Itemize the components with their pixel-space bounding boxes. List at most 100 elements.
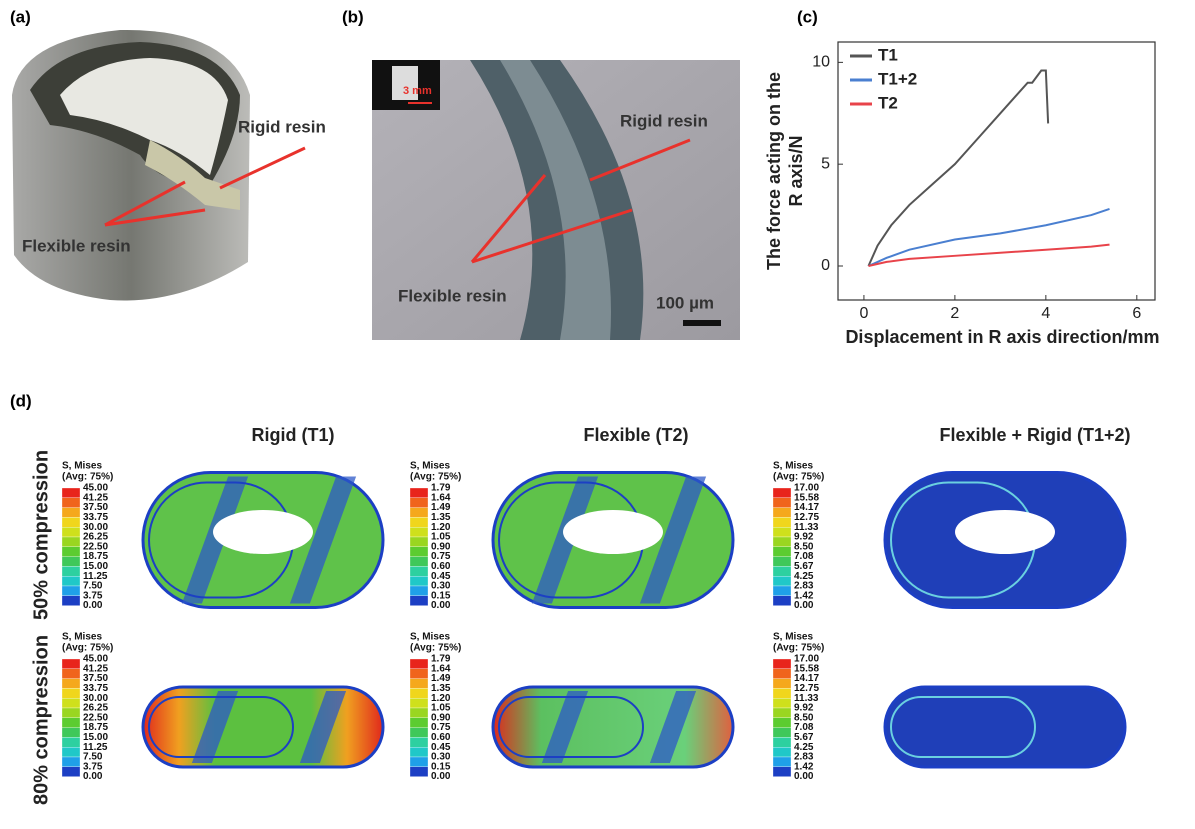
panel-label: (a) <box>10 7 31 26</box>
colorbar-band <box>62 737 80 747</box>
colorbar-band <box>410 488 428 498</box>
colorbar-band <box>410 498 428 508</box>
x-tick-label: 6 <box>1132 305 1141 322</box>
legend-title: S, Mises <box>62 632 102 643</box>
colorbar-band <box>62 537 80 547</box>
scale-bar <box>683 320 721 326</box>
colorbar-band <box>62 557 80 567</box>
column-title: Flexible (T2) <box>583 425 688 445</box>
colorbar-band <box>62 517 80 527</box>
panel-label: (d) <box>10 391 32 410</box>
x-tick-label: 4 <box>1041 305 1050 322</box>
colorbar-band <box>773 488 791 498</box>
y-axis-label: R axis/N <box>786 135 806 206</box>
legend-label: T1 <box>878 45 898 64</box>
annotation: Rigid resin <box>620 111 708 130</box>
colorbar-band <box>773 737 791 747</box>
legend-title: S, Mises <box>410 632 450 643</box>
colorbar-band <box>410 547 428 557</box>
colorbar-band <box>410 708 428 718</box>
series-line <box>868 209 1109 266</box>
panel-label: (b) <box>342 7 364 26</box>
colorbar-label: 0.00 <box>83 600 103 611</box>
row-label: 80% compression <box>30 635 52 805</box>
legend-subtitle: (Avg: 75%) <box>773 643 824 654</box>
legend-title: S, Mises <box>410 461 450 472</box>
colorbar-band <box>773 698 791 708</box>
legend-subtitle: (Avg: 75%) <box>62 643 113 654</box>
y-tick-label: 5 <box>821 155 830 172</box>
colorbar-band <box>62 547 80 557</box>
legend-subtitle: (Avg: 75%) <box>410 643 461 654</box>
annotation: Rigid resin <box>238 117 326 136</box>
colorbar-label: 0.00 <box>794 771 814 782</box>
y-tick-label: 10 <box>812 54 830 71</box>
colorbar-label: 0.00 <box>83 771 103 782</box>
colorbar-band <box>773 527 791 537</box>
colorbar-band <box>773 596 791 606</box>
x-tick-label: 0 <box>859 305 868 322</box>
colorbar-band <box>62 659 80 669</box>
colorbar-band <box>410 728 428 738</box>
row-label: 50% compression <box>30 450 52 620</box>
colorbar-band <box>410 586 428 596</box>
colorbar-band <box>773 508 791 518</box>
colorbar-band <box>62 566 80 576</box>
colorbar-band <box>773 566 791 576</box>
colorbar-band <box>62 498 80 508</box>
colorbar-band <box>773 576 791 586</box>
colorbar-band <box>410 557 428 567</box>
colorbar-band <box>773 688 791 698</box>
colorbar-band <box>410 737 428 747</box>
colorbar-band <box>62 747 80 757</box>
colorbar-band <box>410 767 428 777</box>
colorbar-band <box>410 508 428 518</box>
resin-model <box>12 30 250 301</box>
legend-label: T2 <box>878 93 898 112</box>
colorbar-band <box>773 547 791 557</box>
colorbar-band <box>773 586 791 596</box>
x-axis-label: Displacement in R axis direction/mm <box>845 327 1159 347</box>
y-axis-label: The force acting on the <box>764 72 784 270</box>
colorbar-band <box>62 527 80 537</box>
legend-subtitle: (Avg: 75%) <box>410 472 461 483</box>
legend-title: S, Mises <box>62 461 102 472</box>
colorbar-band <box>410 747 428 757</box>
y-tick-label: 0 <box>821 257 830 274</box>
colorbar-band <box>773 517 791 527</box>
colorbar-band <box>773 767 791 777</box>
scale-label: 3 mm <box>403 85 432 97</box>
colorbar-band <box>62 767 80 777</box>
fea-hole <box>955 510 1055 554</box>
colorbar-band <box>773 537 791 547</box>
colorbar-band <box>773 708 791 718</box>
fea-body <box>885 687 1125 767</box>
colorbar-band <box>773 679 791 689</box>
colorbar-band <box>410 688 428 698</box>
fea-body <box>143 687 383 767</box>
annotation: Flexible resin <box>398 286 507 305</box>
colorbar-band <box>773 557 791 567</box>
colorbar-band <box>62 488 80 498</box>
colorbar-band <box>62 757 80 767</box>
colorbar-band <box>773 498 791 508</box>
colorbar-label: 0.00 <box>431 600 451 611</box>
legend-title: S, Mises <box>773 632 813 643</box>
colorbar-band <box>410 669 428 679</box>
fea-body <box>493 687 733 767</box>
panel-label: (c) <box>797 7 818 26</box>
colorbar-band <box>410 537 428 547</box>
column-title: Rigid (T1) <box>252 425 335 445</box>
colorbar-band <box>410 527 428 537</box>
colorbar-band <box>410 718 428 728</box>
colorbar-band <box>773 669 791 679</box>
colorbar-band <box>62 586 80 596</box>
colorbar-band <box>62 708 80 718</box>
legend-subtitle: (Avg: 75%) <box>773 472 824 483</box>
colorbar-band <box>62 596 80 606</box>
legend-label: T1+2 <box>878 69 917 88</box>
x-tick-label: 2 <box>950 305 959 322</box>
colorbar-band <box>773 718 791 728</box>
figure: (a) Rigid resin Flexible resin (b) 3 mm … <box>0 0 1195 829</box>
colorbar-band <box>410 757 428 767</box>
